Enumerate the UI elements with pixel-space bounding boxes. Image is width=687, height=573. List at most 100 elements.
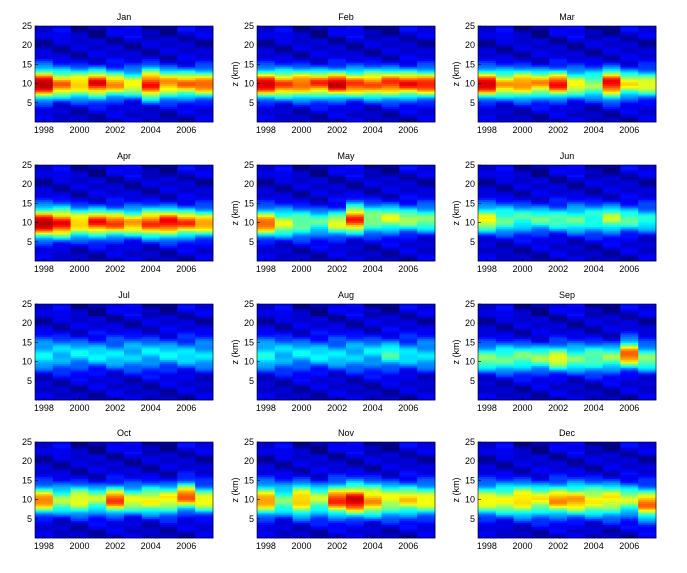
heatmap-cell [292, 365, 311, 368]
heatmap-cell [567, 353, 586, 357]
heatmap-cell [52, 245, 71, 248]
heatmap-cell [417, 50, 436, 54]
heatmap-cell [513, 361, 532, 364]
heatmap-cell [399, 382, 418, 386]
heatmap-cell [70, 503, 89, 506]
heatmap-cell [567, 85, 586, 88]
heatmap-cell [70, 253, 89, 256]
heatmap-cell [584, 317, 603, 320]
heatmap-cell [417, 170, 436, 174]
heatmap-cell [106, 336, 125, 339]
heatmap-cell [620, 85, 639, 88]
heatmap-cell [70, 178, 89, 181]
heatmap-cell [292, 321, 311, 324]
heatmap-cell [531, 257, 550, 260]
heatmap-cell [274, 186, 293, 189]
heatmap-cell [52, 317, 71, 320]
heatmap-cell [292, 245, 311, 248]
heatmap-cell [399, 70, 418, 73]
heatmap-cell [274, 39, 293, 42]
heatmap-cell [531, 49, 550, 52]
heatmap-cell [141, 184, 160, 187]
heatmap-cell [70, 72, 89, 75]
heatmap-cell [292, 216, 311, 220]
heatmap-cell [638, 247, 657, 250]
heatmap-cell [478, 176, 497, 179]
heatmap-cell [620, 110, 639, 113]
heatmap-cell [274, 79, 293, 83]
heatmap-cell [531, 81, 550, 84]
heatmap-cell [328, 334, 347, 338]
heatmap-cell [363, 315, 382, 318]
heatmap-cell [70, 218, 89, 222]
heatmap-cell [310, 195, 329, 199]
heatmap-cell [195, 319, 214, 322]
heatmap-cell [363, 307, 382, 311]
heatmap-cell [159, 307, 178, 311]
heatmap-cell [52, 482, 71, 485]
plot-frame [34, 164, 214, 262]
heatmap-cell [70, 184, 89, 187]
heatmap-cell [620, 392, 639, 395]
heatmap-cell [417, 315, 436, 318]
heatmap-cell [124, 380, 143, 384]
heatmap-cell [310, 104, 329, 108]
heatmap-cell [417, 323, 436, 326]
heatmap-cell [52, 365, 71, 368]
heatmap-cell [620, 323, 639, 326]
heatmap-cell [257, 205, 276, 208]
heatmap-cell [513, 311, 532, 314]
heatmap-cell [177, 98, 196, 102]
heatmap-cell [531, 352, 550, 355]
heatmap-cell [35, 357, 54, 361]
heatmap-cell [88, 64, 107, 67]
heatmap-cell [531, 224, 550, 227]
heatmap-cell [70, 182, 89, 185]
heatmap-cell [35, 112, 54, 115]
heatmap-cell [381, 384, 400, 387]
heatmap-cell [257, 209, 276, 212]
heatmap-cell [417, 68, 436, 71]
heatmap-cell [70, 524, 89, 527]
heatmap-cell [495, 307, 514, 311]
heatmap-cell [70, 514, 89, 518]
heatmap-cell [495, 247, 514, 250]
heatmap-cell [141, 367, 160, 370]
heatmap-cell [124, 330, 143, 334]
heatmap-cell [620, 305, 639, 309]
heatmap-cell [638, 199, 657, 202]
heatmap-cell [328, 100, 347, 104]
heatmap-cell [106, 83, 125, 86]
heatmap-cell [106, 178, 125, 181]
heatmap-cell [106, 247, 125, 250]
heatmap-cell [584, 66, 603, 69]
heatmap-cell [399, 165, 418, 168]
heatmap-cell [567, 52, 586, 56]
heatmap-cell [346, 165, 365, 168]
heatmap-cell [274, 170, 293, 174]
heatmap-cell [52, 197, 71, 200]
heatmap-cell [257, 321, 276, 324]
heatmap-cell [513, 373, 532, 376]
heatmap-cell [363, 232, 382, 235]
heatmap-cell [417, 197, 436, 200]
heatmap-cell [399, 64, 418, 67]
heatmap-cell [602, 79, 621, 83]
heatmap-cell [346, 384, 365, 387]
heatmap-cell [620, 112, 639, 115]
heatmap-cell [292, 249, 311, 252]
heatmap-cell [531, 245, 550, 248]
heatmap-cell [159, 98, 178, 102]
heatmap-cell [177, 346, 196, 349]
heatmap-cell [88, 453, 107, 456]
y-tick-label: 20 [465, 40, 475, 50]
heatmap-cell [177, 195, 196, 199]
heatmap-cell [495, 234, 514, 237]
heatmap-cell [177, 386, 196, 389]
heatmap-cell [124, 522, 143, 525]
heatmap-cell [106, 87, 125, 90]
heatmap-cell [52, 188, 71, 191]
heatmap-cell [602, 50, 621, 54]
heatmap-cell [567, 251, 586, 254]
heatmap-cell [381, 120, 400, 123]
